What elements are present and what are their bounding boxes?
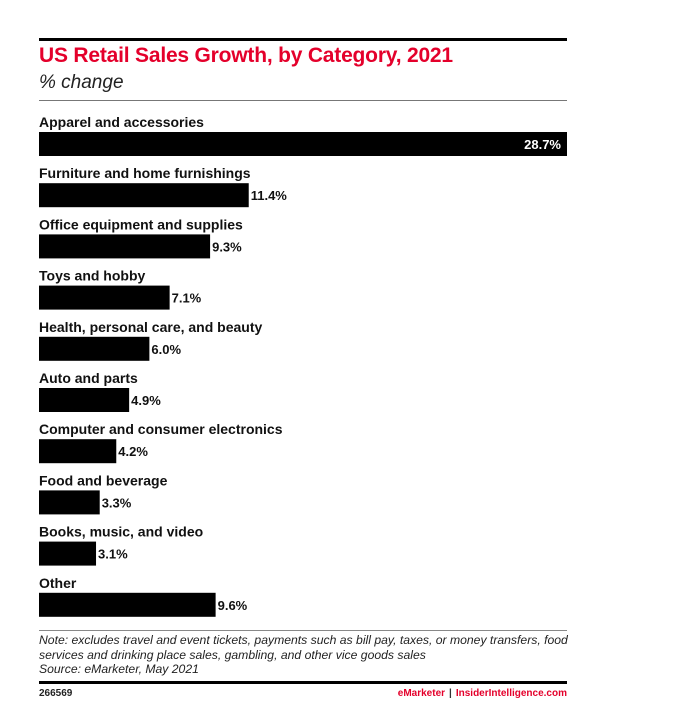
bar-row: Toys and hobby 7.1% xyxy=(39,268,202,310)
category-label: Health, personal care, and beauty xyxy=(39,319,263,335)
category-label: Food and beverage xyxy=(39,472,168,488)
category-label: Apparel and accessories xyxy=(39,114,204,130)
category-label: Furniture and home furnishings xyxy=(39,165,251,181)
brand-credit: eMarketer | InsiderIntelligence.com xyxy=(398,688,567,699)
data-label: 9.3% xyxy=(212,239,242,254)
category-label: Auto and parts xyxy=(39,370,138,386)
data-label: 6.0% xyxy=(151,342,181,357)
data-label: 3.3% xyxy=(102,495,132,510)
bar xyxy=(39,285,170,310)
bar-row: Books, music, and video 3.1% xyxy=(39,524,203,566)
chart-title: US Retail Sales Growth, by Category, 202… xyxy=(39,44,453,67)
data-label: 7.1% xyxy=(172,291,202,306)
brand-separator: | xyxy=(449,688,452,699)
brand-insiderintelligence: InsiderIntelligence.com xyxy=(455,688,567,699)
category-label: Computer and consumer electronics xyxy=(39,421,283,437)
chart-note: Note: excludes travel and event tickets,… xyxy=(39,633,579,677)
data-label: 3.1% xyxy=(98,547,128,562)
brand-emarketer: eMarketer xyxy=(397,688,446,699)
bar-row: Auto and parts 4.9% xyxy=(39,370,161,412)
data-label: 9.6% xyxy=(218,598,248,613)
note-rule xyxy=(39,630,567,631)
data-label: 4.2% xyxy=(118,444,148,459)
subtitle-rule xyxy=(39,100,567,101)
bar-row: Health, personal care, and beauty 6.0% xyxy=(39,319,263,361)
bar-row: Office equipment and supplies 9.3% xyxy=(39,216,243,259)
bar-row: Other 9.6% xyxy=(39,575,248,617)
bar-row: Food and beverage 3.3% xyxy=(39,472,168,515)
top-rule xyxy=(39,38,567,41)
bar-row: Computer and consumer electronics 4.2% xyxy=(39,421,283,464)
data-label: 4.9% xyxy=(131,393,161,408)
data-label: 28.7% xyxy=(524,137,561,152)
bar xyxy=(39,592,216,617)
bar xyxy=(39,388,130,412)
category-label: Toys and hobby xyxy=(39,268,146,284)
bar xyxy=(39,183,249,208)
data-label: 11.4% xyxy=(251,188,288,203)
category-label: Office equipment and supplies xyxy=(39,216,243,232)
bottom-rule xyxy=(39,681,567,684)
bar xyxy=(39,132,567,156)
note-text: Note: excludes travel and event tickets,… xyxy=(39,633,568,662)
chart-id: 266569 xyxy=(39,688,73,699)
bar-row: Apparel and accessories 28.7% xyxy=(39,114,567,156)
source-text: Source: eMarketer, May 2021 xyxy=(39,662,199,676)
bar xyxy=(39,541,97,566)
bar xyxy=(39,336,150,361)
bar xyxy=(39,490,100,515)
chart-subtitle: % change xyxy=(39,72,124,93)
bar xyxy=(39,439,117,464)
bar xyxy=(39,234,211,259)
category-label: Other xyxy=(39,575,77,591)
category-label: Books, music, and video xyxy=(39,524,203,540)
